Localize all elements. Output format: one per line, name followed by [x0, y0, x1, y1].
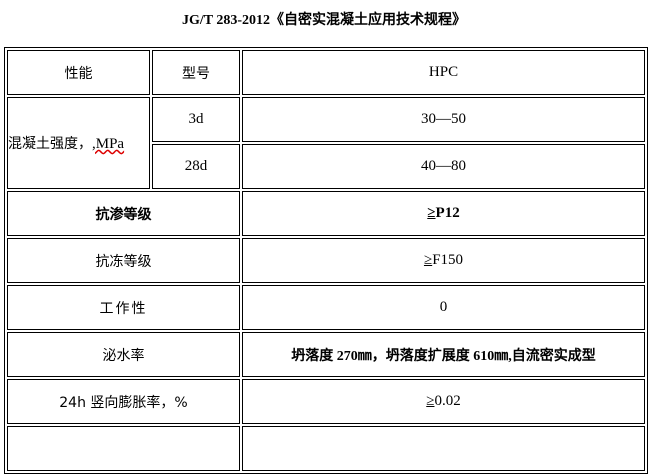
empty-cell: [7, 426, 240, 471]
workability-label: 工作性: [7, 285, 240, 330]
header-property: 性能: [7, 50, 150, 95]
ge-sign: ≥: [427, 205, 436, 221]
value-text: P12: [435, 205, 460, 221]
spec-table: 性能 型号 HPC 混凝土强度，,MPa 3d 30—50 28d 40—80 …: [4, 47, 648, 474]
strength-unit: ,MPa: [92, 136, 125, 152]
bleeding-label: 泌水率: [7, 332, 240, 377]
impermeability-label: 抗渗等级: [7, 191, 240, 236]
impermeability-value: ≥P12: [242, 191, 645, 236]
table-row: 混凝土强度，,MPa 3d 30—50: [7, 97, 645, 189]
expansion-label: 24h 竖向膨胀率，%: [7, 379, 240, 424]
age-28d: 28d: [152, 144, 240, 189]
age-3d: 3d: [152, 97, 240, 142]
value-28d: 40—80: [242, 144, 645, 189]
table-header-row: 性能 型号 HPC: [7, 50, 645, 95]
table-row: 抗冻等级 ≥F150: [7, 238, 645, 283]
table-row-partial: [7, 426, 645, 471]
value-text: F150: [432, 252, 464, 268]
table-row: 抗渗等级 ≥P12: [7, 191, 645, 236]
document-title: JG/T 283-2012《自密实混凝土应用技术规程》: [181, 13, 467, 28]
strength-label: 混凝土强度，: [8, 136, 92, 152]
expansion-value: ≥0.02: [242, 379, 645, 424]
ge-sign: ≥: [423, 252, 433, 268]
table-row: 泌水率 坍落度 270㎜，坍落度扩展度 610㎜,自流密实成型: [7, 332, 645, 377]
table-row: 28d 40—80: [7, 144, 645, 189]
frost-label: 抗冻等级: [7, 238, 240, 283]
strength-label-cell: 混凝土强度，,MPa: [7, 97, 150, 189]
value-3d: 30—50: [242, 97, 645, 142]
workability-value: 0: [242, 285, 645, 330]
table-row: 24h 竖向膨胀率，% ≥0.02: [7, 379, 645, 424]
table-row: 工作性 0: [7, 285, 645, 330]
header-hpc: HPC: [242, 50, 645, 95]
frost-value: ≥F150: [242, 238, 645, 283]
value-text: 0.02: [434, 393, 461, 409]
header-model: 型号: [152, 50, 240, 95]
ge-sign: ≥: [426, 393, 435, 409]
bleeding-value: 坍落度 270㎜，坍落度扩展度 610㎜,自流密实成型: [242, 332, 645, 377]
empty-cell: [242, 426, 645, 471]
